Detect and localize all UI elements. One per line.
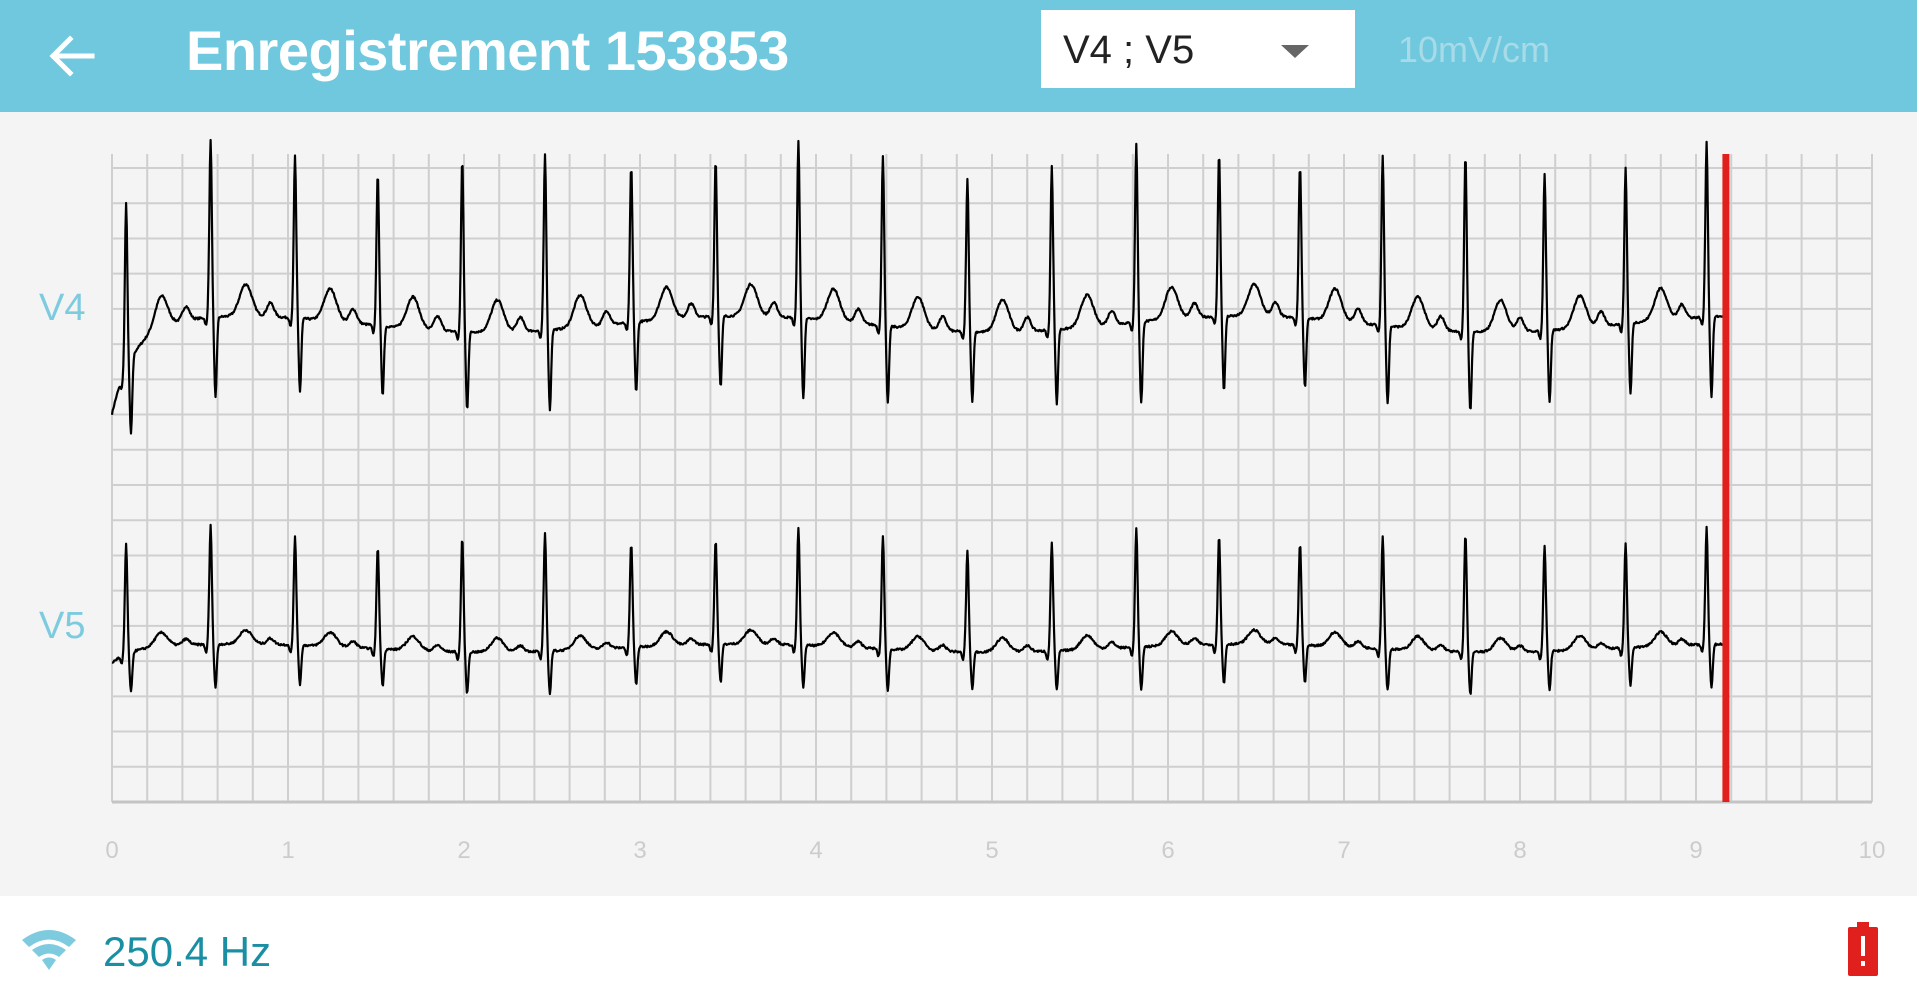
lead-label-v5: V5: [39, 605, 86, 647]
lead-select-value: V4 ; V5: [1063, 28, 1195, 72]
back-button[interactable]: [44, 28, 100, 84]
ecg-trace-v4: [110, 138, 1727, 435]
scale-label: 10mV/cm: [1398, 29, 1551, 70]
ecg-trace-v5: [111, 523, 1727, 696]
battery-alert-icon: [1848, 922, 1878, 976]
lead-label-v4: V4: [39, 287, 86, 329]
x-tick-label: 10: [1859, 837, 1886, 864]
wifi-icon: [22, 930, 76, 970]
x-tick-label: 1: [281, 837, 294, 864]
x-tick-label: 8: [1513, 837, 1526, 864]
app-header: Enregistrement 153853 V4 ; V5 10mV/cm: [0, 0, 1917, 112]
page-title: Enregistrement 153853: [186, 19, 789, 82]
x-tick-label: 2: [457, 837, 470, 864]
x-tick-label: 9: [1689, 837, 1702, 864]
x-tick-label: 0: [105, 837, 118, 864]
arrow-left-icon: [49, 35, 95, 77]
chevron-down-icon: [1281, 45, 1309, 58]
lead-select[interactable]: V4 ; V5: [1041, 10, 1355, 88]
ecg-plot: 0 1 2 3 4 5 6 7 8 9 10: [105, 138, 1886, 864]
x-tick-label: 6: [1161, 837, 1174, 864]
ecg-chart: 0 1 2 3 4 5 6 7 8 9 10 V4 V5: [0, 112, 1917, 896]
status-bar: 250.4 Hz: [0, 896, 1917, 1003]
x-tick-label: 4: [809, 837, 822, 864]
frequency-readout: 250.4 Hz: [103, 928, 272, 975]
x-tick-label: 3: [633, 837, 646, 864]
x-tick-label: 5: [985, 837, 998, 864]
x-tick-label: 7: [1337, 837, 1350, 864]
